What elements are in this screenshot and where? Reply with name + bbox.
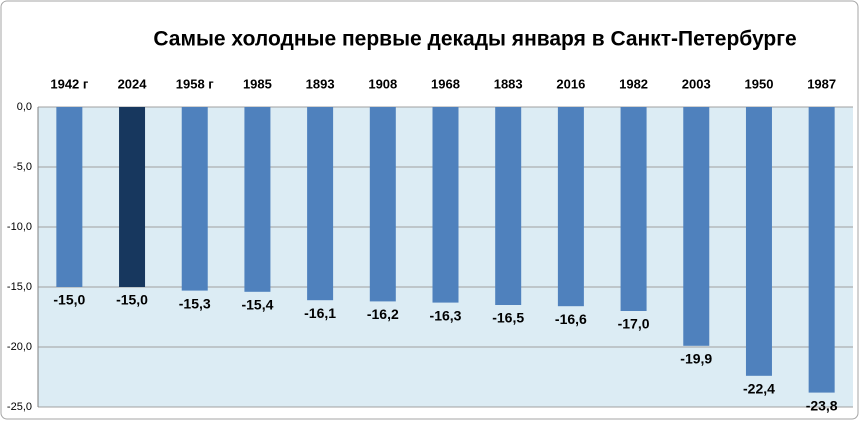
bar <box>432 107 459 303</box>
bar <box>557 107 584 307</box>
bar <box>181 107 208 291</box>
data-label: -16,3 <box>430 307 462 323</box>
x-tick-label: 1893 <box>306 76 335 91</box>
data-label: -23,8 <box>806 397 838 413</box>
data-label: -16,1 <box>304 305 336 321</box>
x-tick-label: 2024 <box>118 76 148 91</box>
data-label: -19,9 <box>680 351 712 367</box>
y-tick-label: -20,0 <box>7 341 32 353</box>
x-tick-label: 1982 <box>619 76 648 91</box>
data-label: -16,6 <box>555 311 587 327</box>
x-tick-label: 1950 <box>745 76 774 91</box>
bar <box>244 107 271 292</box>
data-label: -15,0 <box>53 292 85 308</box>
data-label: -16,2 <box>367 306 399 322</box>
data-label: -15,0 <box>116 292 148 308</box>
x-tick-label: 1958 г <box>176 76 215 91</box>
y-tick-label: -15,0 <box>7 281 32 293</box>
bar <box>683 107 710 346</box>
x-tick-label: 1883 <box>494 76 523 91</box>
bar <box>56 107 83 287</box>
x-tick-label: 1968 <box>431 76 460 91</box>
data-label: -17,0 <box>618 316 650 332</box>
y-tick-label: -10,0 <box>7 221 32 233</box>
bar <box>495 107 522 305</box>
x-tick-label: 2003 <box>682 76 711 91</box>
y-tick-label: 0,0 <box>17 101 32 113</box>
bar <box>119 107 146 287</box>
data-label: -22,4 <box>743 381 775 397</box>
bar <box>620 107 647 311</box>
x-tick-label: 1942 г <box>50 76 89 91</box>
x-tick-label: 1908 <box>368 76 397 91</box>
bar <box>369 107 396 302</box>
data-label: -15,4 <box>241 297 273 313</box>
y-tick-label: -25,0 <box>7 401 32 413</box>
data-label: -15,3 <box>179 295 211 311</box>
data-label: -16,5 <box>492 310 524 326</box>
bar <box>307 107 334 301</box>
x-tick-label: 1987 <box>807 76 836 91</box>
chart-title: Самые холодные первые декады января в Са… <box>153 28 796 51</box>
bar <box>808 107 835 393</box>
x-tick-label: 1985 <box>243 76 272 91</box>
bar <box>745 107 772 376</box>
x-tick-label: 2016 <box>556 76 585 91</box>
y-tick-label: -5,0 <box>13 161 32 173</box>
